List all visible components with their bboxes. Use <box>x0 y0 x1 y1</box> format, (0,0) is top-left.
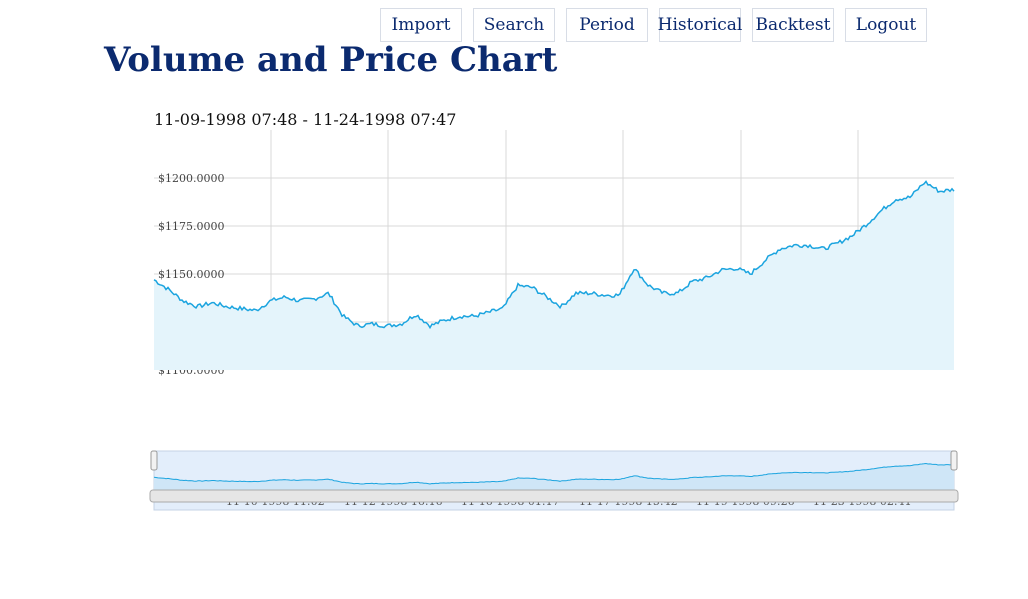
navigator-handle-right[interactable] <box>950 450 958 471</box>
import-button[interactable]: Import <box>380 8 462 42</box>
y-tick-label: $1175.0000 <box>158 220 224 233</box>
period-button[interactable]: Period <box>566 8 648 42</box>
search-button[interactable]: Search <box>473 8 555 42</box>
price-area <box>154 181 954 370</box>
logout-button[interactable]: Logout <box>845 8 927 42</box>
navigator-scrollbar[interactable] <box>149 489 959 503</box>
y-tick-label: $1200.0000 <box>158 172 224 185</box>
navigator-handle-left[interactable] <box>150 450 158 471</box>
y-tick-label: $1150.0000 <box>158 268 224 281</box>
historical-button[interactable]: Historical <box>658 8 742 42</box>
price-line <box>153 180 955 330</box>
date-range-label: 11-09-1998 07:48 - 11-24-1998 07:47 <box>154 110 457 129</box>
page-title: Volume and Price Chart <box>104 40 558 80</box>
backtest-button[interactable]: Backtest <box>752 8 834 42</box>
navigator-line <box>153 462 955 485</box>
navigator-area <box>154 463 954 490</box>
top-nav: Import Search Period Historical Backtest… <box>380 8 927 42</box>
